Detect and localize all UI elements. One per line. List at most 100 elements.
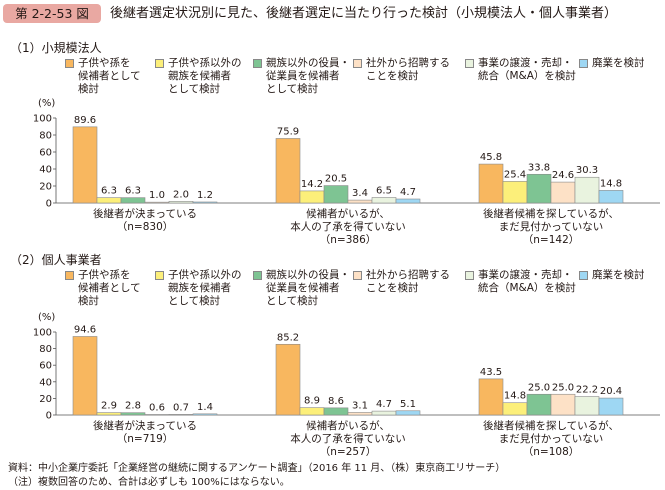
bar xyxy=(526,173,552,204)
bar xyxy=(96,412,122,416)
bar-value-label: 3.1 xyxy=(352,400,368,411)
bar xyxy=(96,197,122,204)
legend-label: 事業の譲渡・売却・ 統合（M&A）を検討 xyxy=(478,57,576,82)
y-tick-label: 100 xyxy=(33,328,52,339)
bar xyxy=(478,163,504,204)
bar xyxy=(598,190,624,204)
bar-value-label: 8.6 xyxy=(328,396,344,407)
bar-value-label: 43.5 xyxy=(480,367,502,378)
chart-1-legend: 子供や孫を 候補者として 検討 子供や孫以外の 親族を候補者 として検討 親族以外の… xyxy=(0,57,665,103)
bar-value-label: 0.7 xyxy=(173,402,189,413)
category-label: まだ見付かっていない xyxy=(499,220,603,233)
bar-value-label: 0.6 xyxy=(149,403,165,414)
legend-label: 廃業を検討 xyxy=(592,57,645,69)
bar xyxy=(72,126,98,204)
bar-value-label: 25.4 xyxy=(504,169,526,180)
bar xyxy=(371,197,397,204)
legend-label: 親族以外の役員・ 従業員を候補者 として検討 xyxy=(266,269,350,307)
bar-value-label: 94.6 xyxy=(74,324,96,335)
bar xyxy=(526,393,552,416)
figure-number-badge: 第 2-2-53 図 xyxy=(3,4,101,23)
category-label: 後継者が決まっている xyxy=(93,419,197,432)
category-label: 本人の了承を得ていない xyxy=(290,432,406,445)
bar xyxy=(192,201,218,204)
bar-value-label: 2.9 xyxy=(101,401,117,412)
legend-label: 事業の譲渡・売却・ 統合（M&A）を検討 xyxy=(478,269,576,294)
bar-value-label: 14.8 xyxy=(504,391,526,402)
bar-value-label: 25.0 xyxy=(552,382,574,393)
category-label: まだ見付かっていない xyxy=(499,432,603,445)
bar xyxy=(550,393,576,416)
legend-swatch xyxy=(155,59,164,68)
bar-value-label: 22.2 xyxy=(576,385,598,396)
bar xyxy=(347,199,373,204)
bar xyxy=(120,412,146,416)
category-label: 後継者候補を探しているが、 xyxy=(483,207,619,220)
bar xyxy=(574,176,600,204)
legend-swatch xyxy=(579,271,588,280)
legend-swatch xyxy=(65,271,74,280)
legend-label: 社外から招聘する ことを検討 xyxy=(366,269,450,294)
legend-label: 廃業を検討 xyxy=(592,269,645,281)
y-axis-unit: (%) xyxy=(38,312,55,323)
bar-value-label: 75.9 xyxy=(277,126,299,137)
bar xyxy=(275,343,301,416)
bar xyxy=(550,181,576,204)
bar-value-label: 2.0 xyxy=(173,189,189,200)
bar-value-label: 20.5 xyxy=(325,174,347,185)
figure-title: 後継者選定状況別に見た、後継者選定に当たり行った検討（小規模法人・個人事業者） xyxy=(110,6,618,21)
category-label: （n=142） xyxy=(523,234,580,246)
y-tick-label: 0 xyxy=(46,411,52,422)
legend-swatch xyxy=(155,271,164,280)
category-label: 本人の了承を得ていない xyxy=(290,220,406,233)
category-label: （n=257） xyxy=(320,446,377,458)
legend-label: 子供や孫以外の 親族を候補者 として検討 xyxy=(168,57,242,95)
bar-value-label: 5.1 xyxy=(400,399,416,410)
bar xyxy=(395,198,421,204)
bar xyxy=(395,410,421,416)
y-axis-unit: (%) xyxy=(38,98,55,109)
bar xyxy=(371,410,397,416)
chart-2-legend: 子供や孫を 候補者として 検討 子供や孫以外の 親族を候補者 として検討 親族以外の… xyxy=(0,269,665,315)
bar-value-label: 6.3 xyxy=(125,186,141,197)
bar xyxy=(574,396,600,416)
bar-value-label: 2.8 xyxy=(125,401,141,412)
bar xyxy=(192,413,218,416)
category-label: （n=719） xyxy=(117,433,174,445)
bar-value-label: 8.9 xyxy=(304,396,320,407)
legend-label: 親族以外の役員・ 従業員を候補者 として検討 xyxy=(266,57,350,95)
chart-1-title: （1）小規模法人 xyxy=(10,41,102,55)
bar-value-label: 6.3 xyxy=(101,186,117,197)
bar xyxy=(502,402,528,416)
y-tick-label: 100 xyxy=(33,114,52,125)
bar-value-label: 14.2 xyxy=(301,179,323,190)
y-tick-label: 60 xyxy=(39,148,52,159)
y-tick-label: 20 xyxy=(39,394,52,405)
y-tick-label: 0 xyxy=(46,199,52,210)
legend-label: 子供や孫を 候補者として 検討 xyxy=(78,269,141,307)
bar xyxy=(598,397,624,416)
bar xyxy=(323,407,349,416)
bar xyxy=(275,138,301,204)
bar xyxy=(168,201,194,204)
bar xyxy=(144,201,170,204)
bar xyxy=(72,336,98,416)
y-tick-label: 60 xyxy=(39,361,52,372)
bar-value-label: 30.3 xyxy=(576,165,598,176)
category-label: 後継者候補を探しているが、 xyxy=(483,419,619,432)
category-label: （n=108） xyxy=(523,446,580,458)
category-label: （n=830） xyxy=(117,221,174,233)
bar-value-label: 89.6 xyxy=(74,115,96,126)
legend-swatch xyxy=(465,271,474,280)
legend-swatch xyxy=(353,271,362,280)
y-tick-label: 20 xyxy=(39,182,52,193)
bar-value-label: 3.4 xyxy=(352,188,368,199)
bar xyxy=(347,412,373,416)
bar-value-label: 4.7 xyxy=(376,399,392,410)
legend-label: 子供や孫以外の 親族を候補者 として検討 xyxy=(168,269,242,307)
bar-value-label: 1.4 xyxy=(197,402,213,413)
legend-label: 子供や孫を 候補者として 検討 xyxy=(78,57,141,95)
bar-value-label: 24.6 xyxy=(552,170,574,181)
bar-value-label: 1.2 xyxy=(197,190,213,201)
